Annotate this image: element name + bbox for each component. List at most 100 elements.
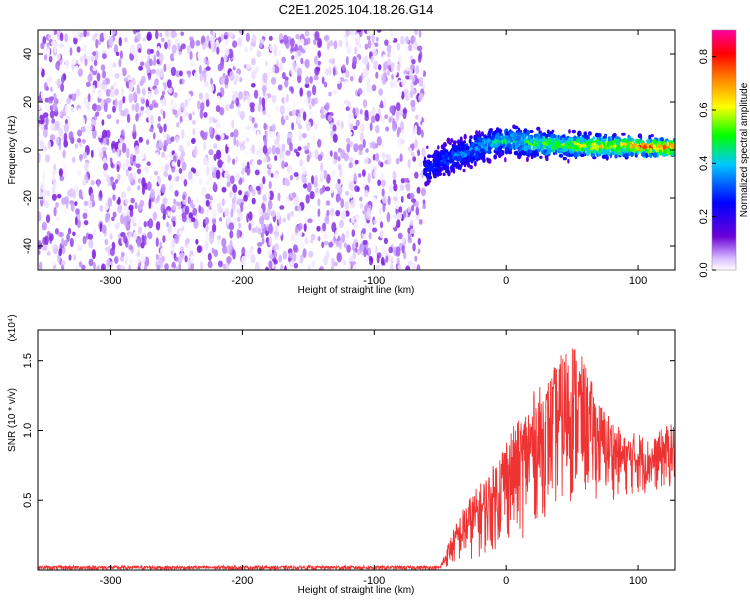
noise-blob <box>306 137 312 143</box>
noise-blob <box>317 50 322 58</box>
x-tick-label: 100 <box>629 275 647 287</box>
noise-blob <box>348 161 353 169</box>
noise-blob <box>250 221 255 226</box>
noise-blob <box>335 182 341 191</box>
noise-blob <box>140 106 145 111</box>
signal-blob <box>441 158 446 164</box>
signal-blob <box>495 149 499 155</box>
noise-blob <box>101 146 107 152</box>
noise-blob <box>329 208 335 216</box>
noise-blob <box>86 55 92 63</box>
noise-blob <box>405 182 411 192</box>
noise-blob <box>164 263 169 270</box>
noise-blob <box>411 59 416 65</box>
noise-blob <box>80 125 86 133</box>
noise-blob <box>399 35 405 45</box>
noise-blob <box>375 124 380 134</box>
signal-blob <box>579 153 584 157</box>
signal-blob <box>517 131 521 135</box>
noise-blob <box>251 57 256 66</box>
noise-blob <box>206 60 210 67</box>
noise-blob <box>361 227 366 235</box>
noise-blob <box>317 236 321 242</box>
noise-blob <box>108 47 112 53</box>
signal-blob <box>564 136 568 141</box>
x-tick-label: -100 <box>363 575 385 587</box>
noise-blob <box>107 220 112 227</box>
noise-blob <box>111 216 115 222</box>
noise-blob <box>144 166 149 174</box>
signal-blob <box>533 151 537 156</box>
signal-blob <box>534 145 539 149</box>
signal-blob <box>567 158 570 164</box>
signal-blob <box>513 150 519 156</box>
noise-blob <box>275 147 281 155</box>
noise-blob <box>102 162 109 171</box>
noise-blob <box>304 206 310 213</box>
noise-blob <box>70 201 75 212</box>
noise-blob <box>220 46 224 52</box>
noise-blob <box>373 170 377 177</box>
signal-blob <box>619 147 625 153</box>
noise-blob <box>117 180 123 189</box>
colorbar-tick-label: 0.0 <box>698 262 710 277</box>
noise-blob <box>141 177 146 188</box>
signal-blob <box>615 146 621 152</box>
noise-blob <box>384 114 389 119</box>
noise-blob <box>148 127 154 133</box>
noise-blob <box>42 146 48 152</box>
signal-blob <box>641 152 646 157</box>
noise-blob <box>410 35 414 45</box>
noise-blob <box>380 179 386 188</box>
noise-blob <box>228 31 234 38</box>
noise-blob <box>109 90 115 97</box>
signal-blob <box>527 145 532 150</box>
noise-blob <box>250 254 256 264</box>
noise-blob <box>385 93 390 102</box>
noise-blob <box>278 231 283 236</box>
noise-blob <box>186 141 191 147</box>
noise-blob <box>392 179 397 185</box>
noise-blob <box>175 201 181 206</box>
noise-blob <box>119 265 126 270</box>
signal-blob <box>520 140 525 145</box>
signal-blob <box>667 149 670 155</box>
noise-blob <box>327 114 333 122</box>
signal-blob <box>478 130 481 137</box>
noise-blob <box>411 204 415 212</box>
noise-blob <box>201 186 207 197</box>
noise-blob <box>371 34 375 44</box>
noise-blob <box>258 96 262 106</box>
noise-blob <box>102 53 107 60</box>
signal-blob <box>495 135 499 139</box>
signal-blob <box>487 150 492 154</box>
noise-blob <box>88 124 93 131</box>
noise-blob <box>132 92 137 102</box>
noise-blob <box>150 114 154 125</box>
noise-blob <box>242 234 246 243</box>
noise-blob <box>164 41 168 50</box>
noise-blob <box>172 108 177 116</box>
noise-blob <box>155 221 161 231</box>
noise-blob <box>162 214 166 220</box>
noise-blob <box>147 93 153 102</box>
noise-blob <box>61 260 66 266</box>
noise-blob <box>141 141 145 150</box>
noise-blob <box>74 65 79 75</box>
noise-blob <box>189 50 193 61</box>
noise-blob <box>74 166 79 173</box>
noise-blob <box>187 170 193 180</box>
noise-blob <box>168 174 172 181</box>
noise-blob <box>238 91 243 100</box>
noise-blob <box>253 122 258 129</box>
noise-blob <box>102 80 107 85</box>
noise-blob <box>114 222 120 230</box>
signal-blob <box>614 149 617 155</box>
noise-blob <box>117 196 121 205</box>
noise-blob <box>123 205 129 215</box>
noise-blob <box>319 188 324 195</box>
noise-blob <box>308 104 312 110</box>
noise-blob <box>302 111 307 121</box>
noise-blob <box>285 115 289 121</box>
noise-blob <box>271 94 277 103</box>
